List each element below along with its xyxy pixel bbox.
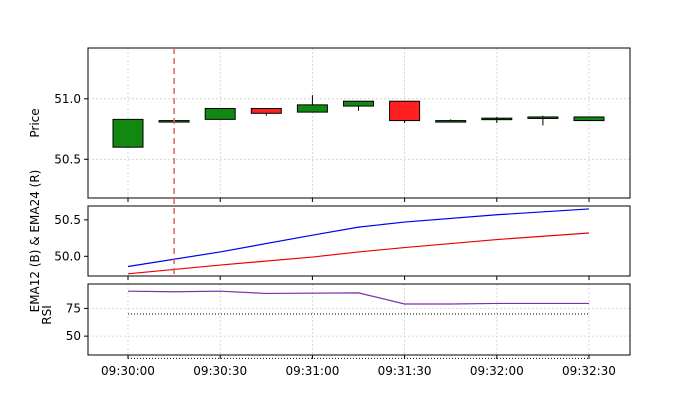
ema12-line — [127, 208, 590, 268]
candle-body — [250, 107, 282, 114]
x-tick-label: 09:31:30 — [378, 364, 432, 378]
y-tick-label: 50.5 — [54, 213, 81, 227]
time-axis: 09:30:00 09:30:30 09:31:00 09:31:30 09:32:00… — [101, 364, 616, 378]
rsi-frame — [87, 283, 631, 356]
candle-body — [112, 118, 144, 148]
candle-body — [204, 107, 236, 120]
candle-body — [389, 100, 421, 122]
x-tick-label: 09:30:00 — [101, 364, 155, 378]
candle-body — [481, 117, 513, 121]
candle-body — [573, 116, 605, 122]
ema24-line — [127, 232, 590, 275]
y-tick-label: 51.0 — [54, 92, 81, 106]
y-tick-label: 50.5 — [54, 152, 81, 166]
ema-frame — [87, 205, 631, 277]
ema-axis-label: EMA12 (B) & EMA24 (R) — [28, 170, 42, 313]
price-frame — [87, 47, 631, 199]
ema-panel: 50.0 50.5 — [54, 205, 631, 280]
rsi-panel: 50 75 — [66, 283, 631, 359]
y-tick-label: 50 — [66, 329, 81, 343]
candle-body — [435, 120, 467, 123]
x-tick-label: 09:32:00 — [470, 364, 524, 378]
x-tick-label: 09:30:30 — [193, 364, 247, 378]
price-axis-label: Price — [28, 108, 42, 137]
rsi-line — [127, 290, 589, 305]
y-tick-label: 75 — [66, 301, 81, 315]
x-tick-label: 09:32:30 — [562, 364, 616, 378]
candle-body — [296, 104, 328, 113]
x-tick-label: 09:31:00 — [285, 364, 339, 378]
rsi-axis-label: RSI — [40, 305, 54, 325]
candle-body — [527, 116, 559, 119]
candle-body — [343, 100, 374, 107]
y-tick-label: 50.0 — [54, 249, 81, 263]
price-panel: 50.5 51.0 — [54, 47, 631, 202]
